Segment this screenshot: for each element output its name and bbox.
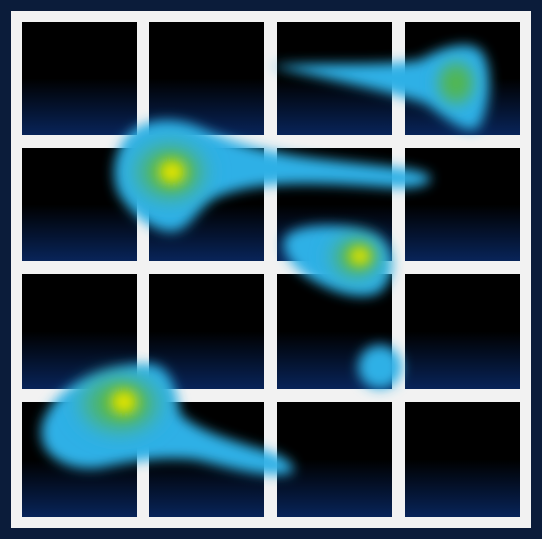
top-right-comet-blob [270, 45, 490, 130]
bottom-left-comet-blob [41, 364, 294, 475]
heat-blobs [41, 45, 490, 475]
grid-cell [149, 22, 264, 135]
center-oval-blob [283, 225, 392, 297]
grid-cell [149, 274, 264, 389]
grid-cell [405, 274, 520, 389]
grid-cell [405, 402, 520, 517]
small-dot-blob [358, 345, 402, 389]
grid-cell [277, 402, 392, 517]
grid-cell [405, 148, 520, 261]
upper-left-comet-blob [114, 120, 431, 232]
grid-cell [22, 22, 137, 135]
